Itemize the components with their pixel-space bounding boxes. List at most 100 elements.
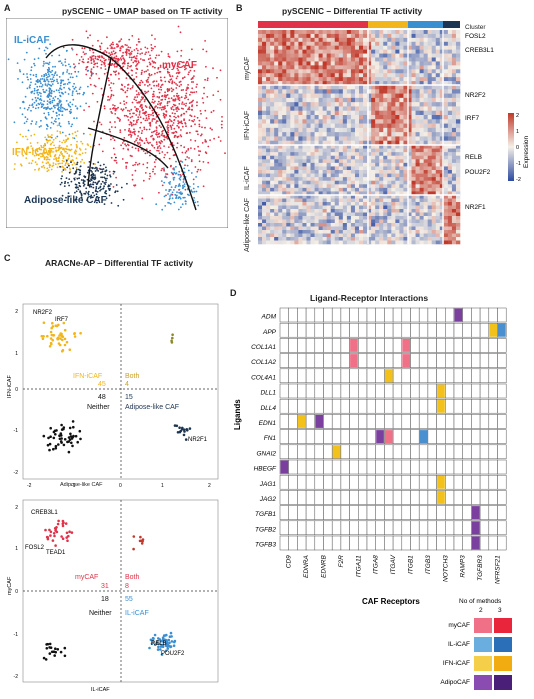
heatmap-cell [399,219,404,224]
heatmap-cell [379,195,384,199]
umap-cell [105,51,108,54]
heatmap-cell [322,237,327,241]
heatmap-cell [383,57,388,62]
panel-label-c: C [4,253,11,263]
heatmap-cell [306,180,311,185]
heatmap-cell [262,195,267,199]
heatmap-cell [258,216,263,220]
umap-cell [45,156,48,158]
umap-cell [177,115,180,118]
heatmap-cell [278,233,283,238]
heatmap-cell [407,198,412,203]
heatmap-cell [431,145,437,149]
heatmap-cell [290,162,295,167]
heatmap-cell [451,93,457,99]
umap-cell [90,194,93,197]
umap-cell [82,61,85,64]
umap-cell [125,54,128,56]
heatmap-cell [282,209,287,213]
umap-cell [158,135,161,138]
umap-cell [209,127,212,130]
heatmap-cell [258,37,263,43]
heatmap-cell [391,233,396,238]
umap-cell [87,61,90,63]
heatmap-cell [451,166,457,171]
heatmap-cell [278,49,283,54]
heatmap-cell [443,65,449,70]
heatmap-cell [278,209,283,213]
umap-cell [54,146,57,149]
heatmap-cell [334,209,340,213]
heatmap-cell [322,212,327,217]
heatmap-cell [415,205,420,210]
umap-cell [58,91,61,94]
heatmap-cell [266,41,271,47]
heatmap-cell [310,41,315,47]
umap-cell [130,136,132,138]
heatmap-cell [411,61,416,66]
cluster-label: Cluster [465,24,486,31]
heatmap-cell [367,152,372,157]
umap-cell [152,47,154,50]
heatmap-cell [359,162,364,167]
heatmap-cell [270,110,275,116]
heatmap-cell [274,209,279,213]
heatmap-cell [326,57,332,62]
heatmap-cell [266,219,271,224]
heatmap-cell [310,237,315,241]
umap-cell [104,65,107,67]
umap-cell [154,106,156,108]
heatmap-cell [379,65,384,70]
umap-cell [145,79,148,82]
umap-cell [163,95,166,98]
umap-cell [34,83,37,85]
heatmap-cell [407,106,412,112]
umap-cell [176,65,179,68]
umap-cell [36,78,39,81]
heatmap-cell [359,132,364,137]
heatmap-cell [286,155,291,160]
heatmap-cell [282,81,287,86]
heatmap-cell [274,177,279,182]
umap-cell [159,147,162,150]
umap-cell [165,173,167,175]
heatmap-cell [290,240,295,245]
umap-cell [142,108,145,111]
heatmap-cell [423,162,428,167]
umap-cell [25,120,28,123]
heatmap-cell [399,115,404,120]
heatmap-cell [354,170,360,174]
umap-cell [40,155,42,158]
umap-cell [41,152,44,155]
heatmap-cell [302,81,307,86]
umap-cell [19,107,22,109]
umap-cell [174,112,176,115]
heatmap-cell [350,177,356,182]
umap-cell [139,138,141,141]
heatmap-cell [354,233,360,238]
umap-cell [13,121,16,124]
heatmap-cell [411,216,416,220]
umap-cell [48,150,50,153]
heatmap-cell [278,198,283,203]
umap-cell [64,150,66,153]
umap-cell [178,183,181,185]
heatmap-cell [258,73,263,78]
heatmap-cell [411,30,416,35]
heatmap-cell [395,119,400,124]
umap-cell [190,115,193,118]
umap-cell [155,133,158,135]
heatmap-cell [278,184,283,189]
heatmap-cell [359,166,364,171]
heatmap-cell [455,223,461,227]
heatmap-cell [274,145,279,149]
heatmap-cell [294,191,299,196]
heatmap-cell [310,240,315,245]
heatmap-cell [395,198,400,203]
heatmap-cell [383,226,388,231]
umap-cell [45,52,47,55]
heatmap-cell [391,180,396,185]
umap-cell [181,185,184,187]
heatmap-cell [391,209,396,213]
heatmap-cell [334,152,340,157]
